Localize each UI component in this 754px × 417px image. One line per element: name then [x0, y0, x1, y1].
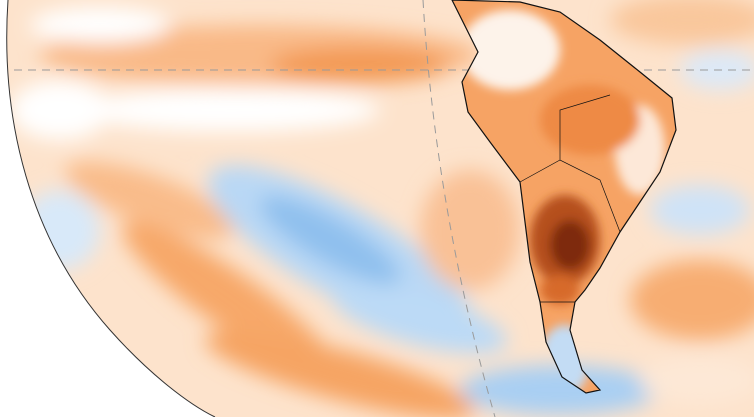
- globe-edge: [6, 0, 216, 417]
- meridian: [422, 0, 496, 417]
- anomaly-field: [10, 0, 754, 417]
